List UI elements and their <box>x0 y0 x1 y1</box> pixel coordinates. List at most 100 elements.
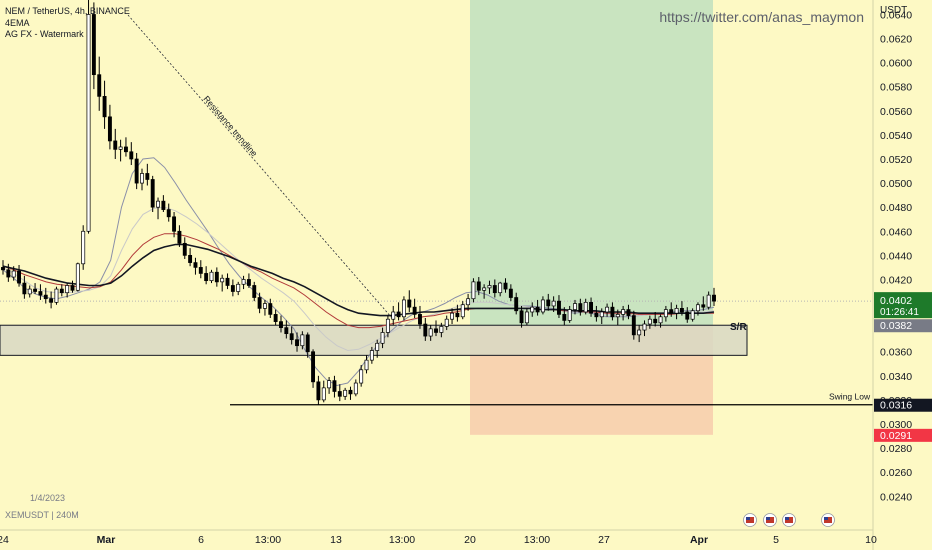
candle-body <box>198 267 203 274</box>
candle-body <box>466 298 471 306</box>
candle-body <box>519 310 524 324</box>
candle-body <box>70 285 75 291</box>
entry-label: 0.0382 <box>880 320 912 332</box>
y-tick-label: 0.0560 <box>880 106 912 118</box>
candle-body <box>177 230 182 244</box>
y-tick-label: 0.0460 <box>880 226 912 238</box>
candle-body <box>236 283 241 292</box>
candle-body <box>54 288 59 303</box>
candle-body <box>230 285 235 292</box>
candle-body <box>38 291 43 296</box>
candle-body <box>599 311 604 318</box>
sr-label: S/R <box>730 322 747 333</box>
x-tick-label: 13:00 <box>389 534 415 546</box>
y-tick-label: 0.0280 <box>880 443 912 455</box>
candle-body <box>209 271 214 282</box>
price-axis-bg <box>873 0 932 550</box>
candle-body <box>615 314 620 318</box>
y-tick-label: 0.0620 <box>880 34 912 46</box>
candle-body <box>578 303 583 313</box>
candle-body <box>11 270 16 278</box>
y-tick-label: 0.0420 <box>880 274 912 286</box>
candle-body <box>241 279 246 285</box>
symbol-legend[interactable]: NEM / TetherUS, 4h, BINANCE <box>5 6 130 16</box>
axis-unit: USDT <box>880 5 907 16</box>
candle-body <box>712 294 716 302</box>
candle-body <box>27 288 32 295</box>
candle-body <box>605 306 610 313</box>
y-tick-label: 0.0240 <box>880 491 912 503</box>
candle-body <box>65 285 70 294</box>
x-tick-label: 13:00 <box>524 534 550 546</box>
economic-event-icon[interactable] <box>743 513 757 527</box>
candle-body <box>140 173 144 184</box>
candle-body <box>311 351 316 383</box>
x-tick-label: 10 <box>865 534 877 546</box>
watermark-legend[interactable]: AG FX - Watermark <box>5 29 84 39</box>
candle-body <box>91 14 96 76</box>
candle-body <box>59 288 64 294</box>
candle-body <box>33 288 38 292</box>
candle-body <box>118 146 123 150</box>
candle-body <box>156 200 160 208</box>
stop-price-bg <box>874 428 932 442</box>
candle-body <box>385 318 390 333</box>
candle-body <box>621 309 626 315</box>
candle-body <box>685 311 690 320</box>
y-tick-label: 0.0520 <box>880 154 912 166</box>
x-tick-label: 13:00 <box>255 534 281 546</box>
candle-body <box>450 312 455 320</box>
candle-body <box>658 316 663 324</box>
candle-body <box>75 263 80 291</box>
candle-body <box>396 311 401 318</box>
candle-body <box>647 318 652 325</box>
candle-body <box>391 311 396 320</box>
resistance-trendline <box>127 14 393 319</box>
candle-body <box>482 287 487 291</box>
candle-body <box>166 209 171 218</box>
candle-body <box>81 230 86 265</box>
candle-body <box>642 323 647 331</box>
candle-body <box>300 334 305 347</box>
candle-body <box>444 318 449 327</box>
candle-body <box>49 298 54 303</box>
candle-body <box>498 282 503 294</box>
ema-line <box>2 233 714 329</box>
economic-event-icon[interactable] <box>763 513 777 527</box>
candle-body <box>701 304 706 308</box>
candle-body <box>220 277 225 283</box>
candle-body <box>284 327 289 335</box>
candle-body <box>289 333 294 341</box>
stop-price: 0.0291 <box>880 430 912 442</box>
entry-label-bg <box>874 319 932 333</box>
ema-line <box>2 243 715 317</box>
candle-body <box>492 285 497 294</box>
candle-body <box>343 389 348 397</box>
candle-body <box>503 282 508 290</box>
chart-date: 1/4/2023 <box>30 493 66 503</box>
economic-event-icon[interactable] <box>821 513 835 527</box>
candle-body <box>327 380 332 389</box>
candle-body <box>337 391 342 397</box>
candle-body <box>204 273 209 282</box>
candle-body <box>412 306 417 315</box>
candle-body <box>273 314 278 322</box>
x-tick-label: 24 <box>0 534 9 546</box>
candle-body <box>182 242 187 256</box>
flag-canton <box>824 517 828 520</box>
candle-body <box>257 297 262 309</box>
candle-body <box>706 294 711 308</box>
candle-body <box>102 96 107 118</box>
x-tick-label: 27 <box>598 534 610 546</box>
ema-legend[interactable]: 4EMA <box>5 18 30 28</box>
candle-body <box>150 179 155 208</box>
y-tick-label: 0.0260 <box>880 467 912 479</box>
candle-body <box>626 309 631 316</box>
candle-body <box>434 328 438 333</box>
economic-event-icon[interactable] <box>782 513 796 527</box>
candle-body <box>134 158 139 184</box>
candle-body <box>364 359 369 371</box>
y-tick-label: 0.0540 <box>880 130 912 142</box>
candle-body <box>583 301 588 313</box>
